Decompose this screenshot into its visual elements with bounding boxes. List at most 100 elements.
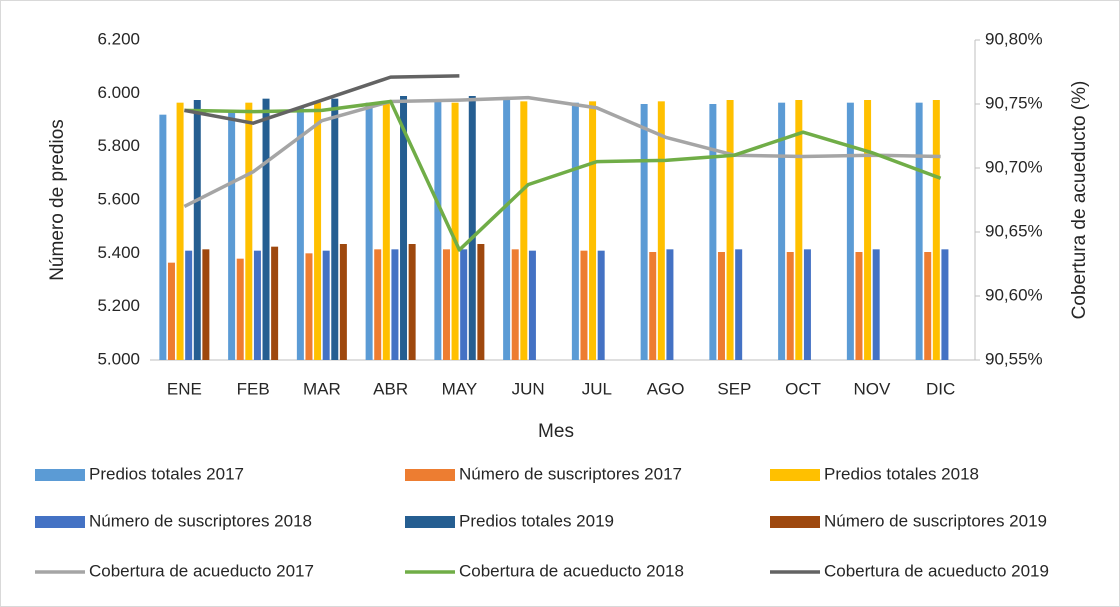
x-tick-label: DIC — [926, 379, 955, 398]
bar — [511, 249, 519, 360]
bar — [778, 102, 786, 361]
bar — [245, 102, 253, 361]
bar — [202, 249, 210, 360]
bar — [571, 102, 579, 361]
legend-swatch — [405, 516, 455, 528]
bar — [786, 252, 794, 360]
bar — [709, 104, 717, 360]
x-tick-label: AGO — [647, 379, 685, 398]
bar — [795, 100, 803, 360]
x-tick-label: MAY — [442, 379, 478, 398]
bar — [228, 112, 236, 360]
bar — [305, 253, 313, 360]
bar — [528, 250, 536, 360]
legend-swatch — [35, 469, 85, 481]
bar — [597, 250, 605, 360]
bar — [434, 101, 442, 360]
bar — [468, 96, 476, 360]
legend-swatch — [35, 516, 85, 528]
y-tick-label: 5.000 — [97, 349, 140, 368]
x-tick-label: NOV — [853, 379, 891, 398]
bar — [442, 249, 450, 360]
bar — [520, 101, 528, 360]
line — [184, 99, 942, 252]
bar — [726, 100, 734, 360]
y-tick-label: 5.400 — [97, 243, 140, 262]
x-tick-label: OCT — [785, 379, 821, 398]
line — [183, 95, 941, 208]
bar — [400, 96, 408, 360]
legend-label: Cobertura de acueducto 2017 — [89, 561, 314, 580]
bar — [855, 252, 863, 360]
bar — [460, 249, 468, 360]
bar — [864, 100, 872, 360]
bar — [872, 249, 880, 360]
legend-swatch — [405, 469, 455, 481]
bar — [374, 249, 382, 360]
y-tick-label: 5.800 — [97, 136, 140, 155]
y2-tick-label: 90,65% — [985, 221, 1043, 240]
y2-axis-title: Cobertura de acueducto (%) — [1069, 81, 1090, 320]
y-axis-title: Número de predios — [47, 119, 68, 281]
bar — [391, 249, 399, 360]
bar — [185, 250, 193, 360]
legend-swatch — [770, 469, 820, 481]
legend-label: Predios totales 2019 — [459, 511, 614, 530]
x-tick-label: MAR — [303, 379, 341, 398]
bar — [339, 244, 347, 360]
legend-swatch — [770, 516, 820, 528]
bar — [640, 104, 648, 360]
legend-label: Predios totales 2017 — [89, 464, 244, 483]
x-tick-label: SEP — [717, 379, 751, 398]
legend-label: Cobertura de acueducto 2019 — [824, 561, 1049, 580]
bar — [657, 101, 665, 360]
bar — [193, 100, 201, 360]
y2-tick-label: 90,75% — [985, 93, 1043, 112]
bar — [451, 102, 459, 361]
x-tick-label: ENE — [167, 379, 202, 398]
x-tick-label: ABR — [373, 379, 408, 398]
y-tick-label: 6.000 — [97, 83, 140, 102]
bar — [382, 102, 390, 361]
bar — [924, 252, 932, 360]
bar — [803, 249, 811, 360]
y2-tick-label: 90,60% — [985, 285, 1043, 304]
y2-tick-label: 90,70% — [985, 157, 1043, 176]
y-tick-label: 5.200 — [97, 296, 140, 315]
bar — [167, 262, 175, 360]
bar — [159, 114, 167, 361]
x-axis-title: Mes — [538, 421, 574, 442]
bar — [649, 252, 657, 360]
bar — [735, 249, 743, 360]
y-tick-label: 5.600 — [97, 189, 140, 208]
line — [184, 74, 460, 125]
x-tick-label: FEB — [237, 379, 270, 398]
bar — [236, 258, 244, 360]
bar — [580, 250, 588, 360]
x-tick-label: JUN — [512, 379, 545, 398]
legend-label: Número de suscriptores 2018 — [89, 511, 312, 530]
y2-tick-label: 90,80% — [985, 29, 1043, 48]
y-tick-label: 6.200 — [97, 29, 140, 48]
bar — [176, 102, 184, 361]
bar — [941, 249, 949, 360]
bar — [365, 102, 373, 361]
x-tick-label: JUL — [582, 379, 612, 398]
bar — [296, 106, 304, 361]
bar — [846, 102, 854, 361]
legend-label: Número de suscriptores 2017 — [459, 464, 682, 483]
bar — [477, 244, 485, 360]
bar — [271, 246, 279, 360]
bar — [253, 250, 261, 360]
bar — [915, 102, 923, 361]
bar — [717, 252, 725, 360]
y2-tick-label: 90,55% — [985, 349, 1043, 368]
bar — [331, 98, 339, 361]
bar — [314, 102, 322, 361]
bar — [408, 244, 416, 360]
bar — [322, 250, 330, 360]
bar — [589, 101, 597, 360]
bar — [503, 100, 511, 360]
legend-label: Predios totales 2018 — [824, 464, 979, 483]
